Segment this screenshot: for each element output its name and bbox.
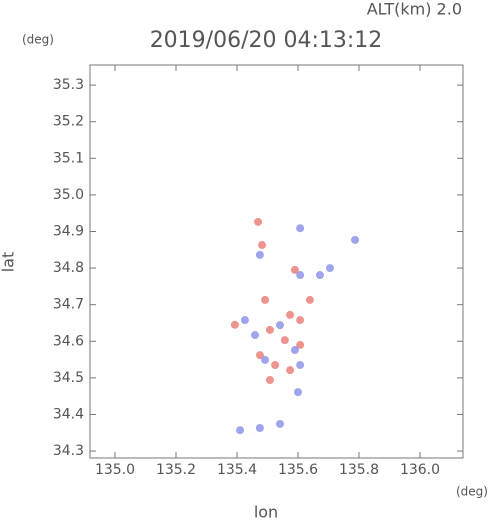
y-tick-label: 35.0	[53, 187, 84, 203]
echo-point	[294, 388, 303, 397]
x-tick-label: 136.0	[400, 462, 440, 478]
echo-point	[305, 295, 314, 304]
y-tick-label: 34.9	[53, 223, 84, 239]
plot-frame	[89, 64, 464, 459]
echo-point	[326, 264, 335, 273]
echo-point	[296, 340, 305, 349]
y-tick-label: 35.3	[53, 77, 84, 93]
x-tick-label: 135.0	[95, 462, 135, 478]
y-tick-label: 34.5	[53, 370, 84, 386]
echo-point	[276, 419, 285, 428]
echo-point	[230, 320, 239, 329]
echo-point	[261, 355, 270, 364]
y-tick-label: 34.7	[53, 297, 84, 313]
x-tick-label: 135.8	[339, 462, 379, 478]
y-tick-label: 35.1	[53, 150, 84, 166]
echo-point	[258, 241, 267, 250]
x-tick-label: 135.2	[156, 462, 196, 478]
echo-point	[236, 426, 245, 435]
y-tick-label: 34.8	[53, 260, 84, 276]
echo-point	[250, 331, 259, 340]
echo-point	[286, 310, 295, 319]
echo-point	[290, 265, 299, 274]
x-axis-label: lon	[254, 503, 278, 521]
echo-point	[290, 346, 299, 355]
y-tick-label: 35.2	[53, 114, 84, 130]
echo-point	[296, 361, 305, 370]
y-tick-label: 34.4	[53, 406, 84, 422]
echo-point	[276, 321, 285, 330]
echo-point	[296, 224, 305, 233]
echo-point	[280, 336, 289, 345]
echo-point	[240, 316, 249, 325]
x-tick-label: 135.4	[217, 462, 257, 478]
echo-point	[296, 271, 305, 280]
x-tick-label: 135.6	[278, 462, 318, 478]
echo-point	[255, 423, 264, 432]
echo-point	[265, 376, 274, 385]
chart-title: 2019/06/20 04:13:12	[150, 28, 383, 53]
echo-point	[254, 217, 263, 226]
y-tick-label: 34.3	[53, 443, 84, 459]
echo-point	[255, 250, 264, 259]
echo-point	[296, 316, 305, 325]
y-axis-label: lat	[0, 252, 18, 273]
echo-point	[265, 325, 274, 334]
echo-point	[255, 351, 264, 360]
x-unit: (deg)	[456, 485, 488, 499]
echo-point	[261, 295, 270, 304]
echo-point	[271, 361, 280, 370]
y-tick-label: 34.6	[53, 333, 84, 349]
echo-point	[351, 235, 360, 244]
altitude-label: ALT(km) 2.0	[367, 0, 462, 19]
y-unit: (deg)	[22, 33, 54, 47]
echo-point	[286, 366, 295, 375]
echo-point	[315, 271, 324, 280]
